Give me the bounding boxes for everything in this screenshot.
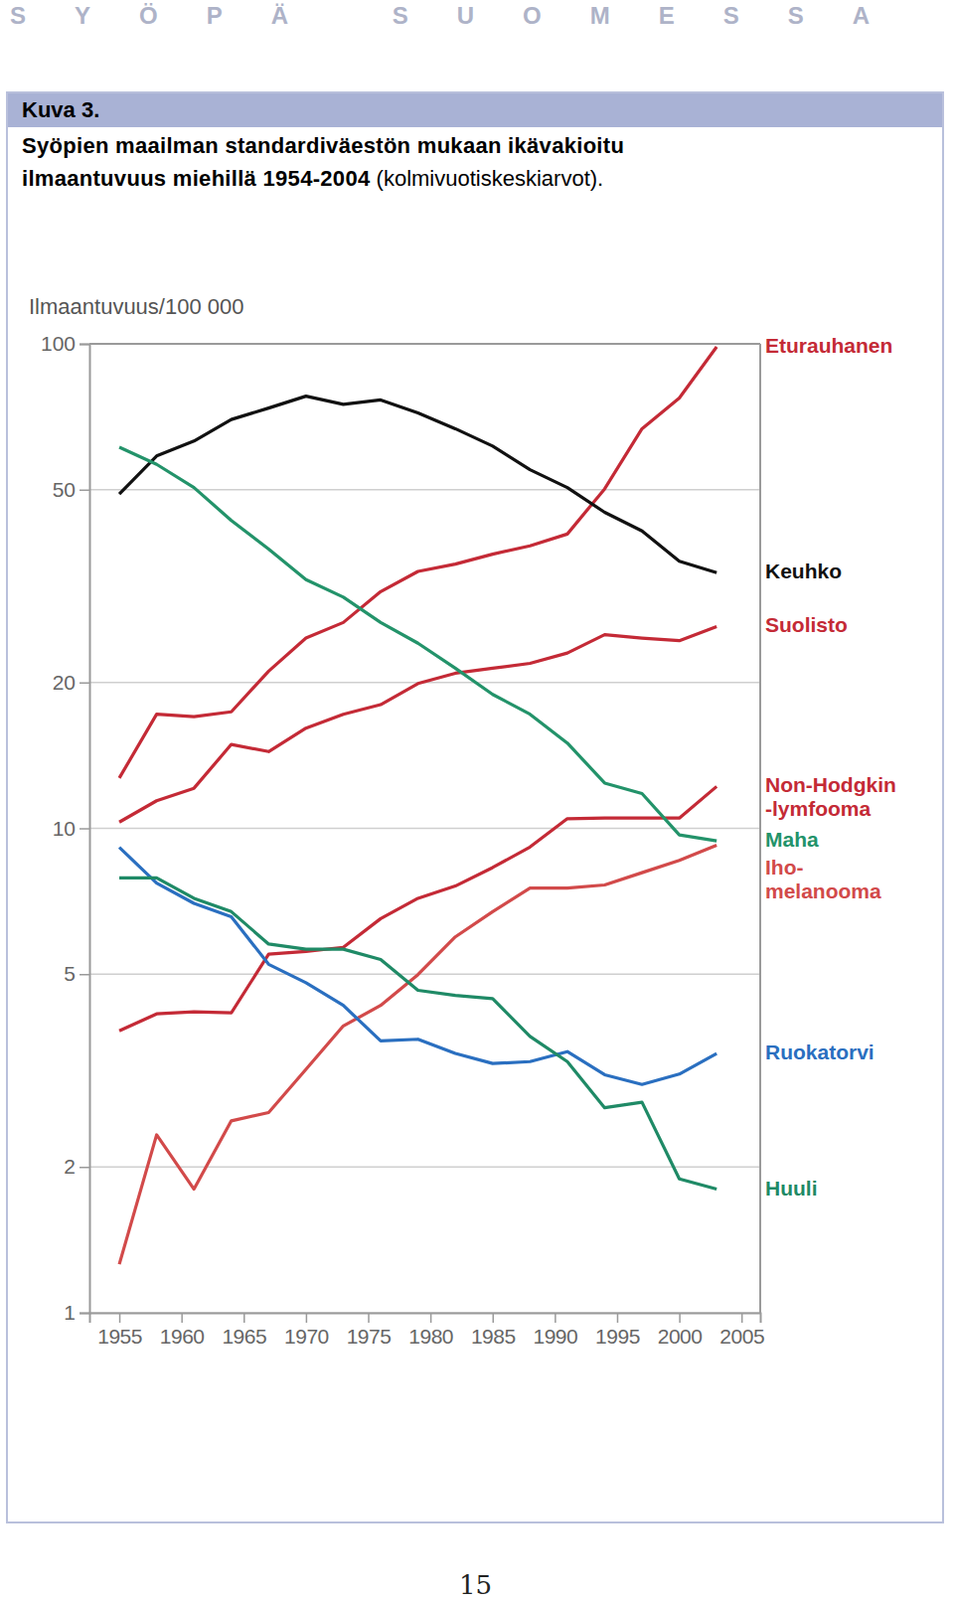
- tick-mark: [79, 681, 90, 684]
- tick-label: 10: [52, 816, 76, 840]
- tick-mark: [243, 1312, 246, 1323]
- tick-mark: [306, 1312, 309, 1323]
- title-block: Syöpien maailman standardiväestön mukaan…: [21, 129, 758, 195]
- series-line: [119, 844, 717, 1265]
- tick-mark: [180, 1312, 183, 1323]
- figure-label: Kuva 3.: [21, 97, 100, 124]
- tick-mark: [430, 1312, 433, 1323]
- axis-line: [90, 1313, 762, 1324]
- tick-label: 2: [63, 1154, 76, 1178]
- tick: 1985: [471, 1312, 516, 1348]
- series-line: [119, 626, 717, 822]
- tick-label: 1990: [533, 1324, 579, 1348]
- series-line: [119, 396, 717, 574]
- tick-mark: [678, 1312, 681, 1323]
- tick-mark: [79, 973, 90, 976]
- tick-label: 1970: [284, 1324, 329, 1348]
- grid-line: [89, 973, 761, 976]
- grid-line: [89, 342, 761, 345]
- axis-title: Ilmaantuvuus/100 000: [28, 294, 245, 319]
- legend-entry: Suolisto: [765, 613, 848, 636]
- series-line: [119, 877, 717, 1189]
- tick-mark: [617, 1312, 620, 1323]
- series-line: [119, 847, 717, 1086]
- tick-label: 1995: [595, 1324, 640, 1348]
- tick-label: 2000: [657, 1324, 703, 1348]
- grid: [89, 343, 761, 1313]
- chart: 1 2 5 10 20 50 100 1955 1960 1965 1970 1975 1980 1985…: [0, 0, 954, 1600]
- series-line: [119, 447, 717, 841]
- figure-bar: Kuva 3.: [7, 93, 943, 128]
- grid-line: [89, 827, 761, 830]
- legend-entry: Iho-melanooma: [765, 855, 882, 903]
- tick-label: 1955: [97, 1324, 143, 1348]
- tick-label: 20: [52, 670, 76, 694]
- tick: 2: [63, 1154, 90, 1178]
- tick-mark: [79, 1166, 90, 1169]
- legend-entry: Eturauhanen: [765, 333, 893, 357]
- tick-mark: [492, 1312, 495, 1323]
- tick: 1: [63, 1300, 90, 1324]
- tick-mark: [79, 343, 90, 346]
- tick-mark: [119, 1312, 122, 1323]
- tick-label: 1975: [346, 1324, 392, 1348]
- tick-label: 1985: [471, 1324, 516, 1348]
- x-axis: 1955 1960 1965 1970 1975 1980 1985 1990 1995 2000…: [90, 1312, 766, 1348]
- series-line: [119, 346, 717, 779]
- tick: 1975: [346, 1312, 392, 1348]
- tick: 10: [52, 816, 90, 840]
- tick-mark: [79, 827, 90, 830]
- tick: 1955: [97, 1312, 143, 1348]
- tick: 2005: [719, 1312, 765, 1348]
- frame: [89, 342, 761, 345]
- subtitle: (kolmivuotiskeskiarvot).: [376, 165, 605, 191]
- tick: 1970: [284, 1312, 329, 1348]
- tick-mark: [79, 489, 90, 492]
- tick-label: 1: [63, 1300, 76, 1324]
- grid-line: [89, 488, 761, 491]
- tick-mark: [79, 1312, 90, 1315]
- legend-entry: Non-Hodgkin-lymfooma: [765, 773, 897, 820]
- tick: 1965: [221, 1312, 267, 1348]
- axis-line: [79, 344, 91, 1314]
- tick: 20: [52, 670, 90, 694]
- legend-entry: Ruokatorvi: [765, 1040, 875, 1064]
- frame: [759, 343, 762, 1313]
- tick: 100: [40, 331, 90, 355]
- tick-mark: [741, 1312, 744, 1323]
- legend-entry: Huuli: [765, 1176, 818, 1200]
- page-number: 15: [459, 1570, 492, 1600]
- tick-label: 1965: [221, 1324, 267, 1348]
- tick: 1960: [159, 1312, 205, 1348]
- tick-label: 1960: [159, 1324, 205, 1348]
- tick: 1980: [408, 1312, 454, 1348]
- grid-line: [89, 1165, 761, 1168]
- tick: 1995: [595, 1312, 640, 1348]
- tick-mark: [367, 1312, 370, 1323]
- page-header: SYÖPÄ SUOMESSA: [9, 1, 919, 30]
- y-axis: 1 2 5 10 20 50 100: [40, 331, 91, 1324]
- legend: Eturauhanen Keuhko Suolisto Non-Hodgkin-lym…: [765, 333, 897, 1200]
- tick-label: 1980: [408, 1324, 454, 1348]
- tick: 2000: [657, 1312, 703, 1348]
- lines: [119, 346, 717, 1265]
- tick-label: 100: [40, 331, 76, 355]
- tick-label: 2005: [719, 1324, 765, 1348]
- legend-entry: Keuhko: [765, 559, 842, 583]
- tick-label: 5: [63, 961, 76, 985]
- tick: 5: [63, 961, 90, 985]
- legend-entry: Maha: [765, 827, 819, 851]
- tick: 50: [52, 477, 90, 501]
- tick-label: 50: [52, 477, 76, 501]
- tick-mark: [554, 1312, 557, 1323]
- tick: 1990: [533, 1312, 579, 1348]
